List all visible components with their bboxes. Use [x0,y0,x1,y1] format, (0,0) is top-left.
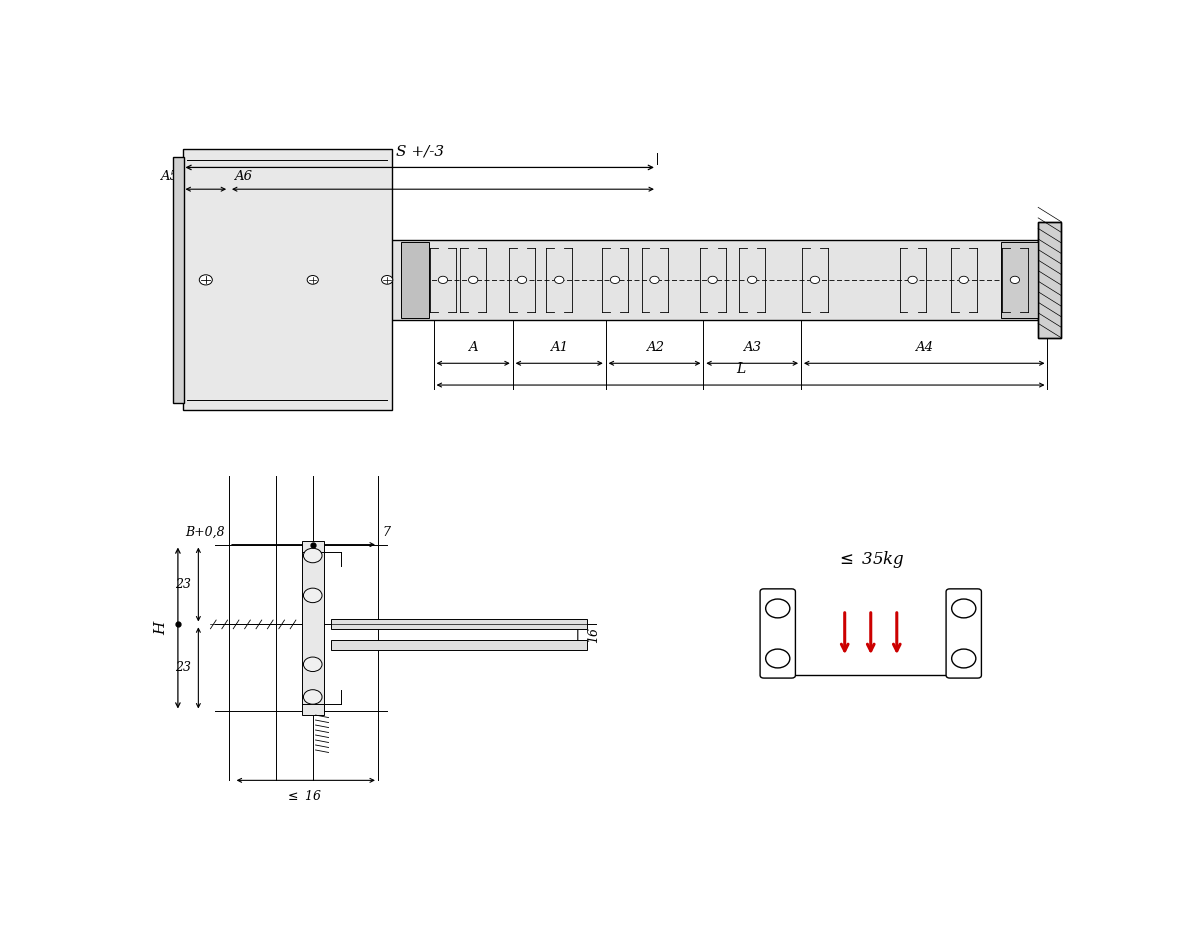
Circle shape [952,649,976,668]
Text: 23: 23 [175,578,191,591]
Circle shape [304,588,322,603]
Circle shape [554,276,564,284]
Text: A6: A6 [234,171,252,184]
Bar [331,619,587,629]
Circle shape [708,276,718,284]
Circle shape [908,276,917,284]
Circle shape [952,599,976,618]
Circle shape [304,548,322,562]
Text: 7: 7 [383,526,390,539]
Bar [331,641,587,650]
Bar [182,150,391,411]
Text: A1: A1 [551,341,569,354]
Text: 23: 23 [175,661,191,674]
Circle shape [959,276,968,284]
Text: 16: 16 [587,626,600,642]
Bar [271,240,1038,319]
Text: B+0,8: B+0,8 [185,526,224,539]
Bar [173,156,185,403]
Circle shape [766,649,790,668]
Bar [401,242,430,317]
Circle shape [1010,276,1020,284]
Circle shape [438,276,448,284]
Circle shape [468,276,478,284]
Circle shape [382,275,392,284]
Text: H: H [154,622,168,635]
Bar [1038,222,1062,338]
Text: A3: A3 [743,341,761,354]
Text: L: L [736,362,745,376]
Bar [271,256,391,304]
Circle shape [304,658,322,672]
Text: A: A [468,341,478,354]
Bar [301,541,324,715]
FancyBboxPatch shape [760,589,796,678]
Circle shape [766,599,790,618]
Circle shape [748,276,757,284]
Circle shape [307,275,318,284]
Text: $\leq$ 35kg: $\leq$ 35kg [836,548,905,570]
Circle shape [810,276,820,284]
Circle shape [199,275,212,284]
Circle shape [304,690,322,705]
Bar [1038,222,1062,338]
Text: $\leq$ 16: $\leq$ 16 [286,789,322,804]
Text: A4: A4 [916,341,934,354]
Text: A5: A5 [160,171,178,184]
Circle shape [611,276,619,284]
Bar [1001,242,1038,317]
FancyBboxPatch shape [946,589,982,678]
Text: S +/-3: S +/-3 [396,144,444,158]
Circle shape [517,276,527,284]
Circle shape [650,276,659,284]
Text: A2: A2 [646,341,664,354]
